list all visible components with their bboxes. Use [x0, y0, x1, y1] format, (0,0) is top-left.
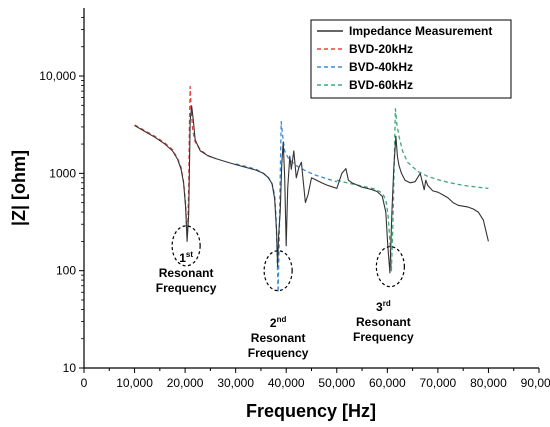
x-tick-label: 70,000 [420, 376, 457, 390]
x-tick-label: 40,000 [268, 376, 305, 390]
legend-label-bvd-20khz: BVD-20kHz [349, 42, 413, 56]
y-tick-label: 10 [63, 361, 77, 375]
resonance-ellipse-second [263, 250, 293, 292]
resonance-ellipse-third [375, 246, 405, 288]
resonance-label-ordinal-third: 3rd [376, 299, 391, 314]
series-layer [134, 85, 489, 293]
resonance-label-line2-first: Resonant [159, 266, 214, 280]
x-axis-title: Frequency [Hz] [246, 401, 376, 421]
legend: Impedance Measurement BVD-20kHz BVD-40kHz B… [310, 19, 512, 99]
x-tick-label: 0 [81, 376, 88, 390]
x-tick-label: 10,000 [116, 376, 153, 390]
resonance-label-line2-second: Resonant [251, 331, 306, 345]
series-line-bvd-40khz [235, 120, 337, 293]
x-tick-label: 90,000 [521, 376, 550, 390]
x-tick-label: 20,000 [167, 376, 204, 390]
x-tick-label: 30,000 [217, 376, 254, 390]
resonance-annotations: 1stResonantFrequency2ndResonantFrequency… [156, 225, 414, 360]
legend-label-impedance-measurement: Impedance Measurement [349, 24, 492, 38]
y-tick-label: 1000 [49, 166, 76, 180]
x-tick-label: 60,000 [369, 376, 406, 390]
legend-label-bvd-40khz: BVD-40kHz [349, 60, 413, 74]
legend-box [310, 19, 512, 99]
series-line-impedance-measurement [134, 105, 489, 274]
legend-label-bvd-60khz: BVD-60kHz [349, 78, 413, 92]
resonance-label-line3-second: Frequency [248, 346, 309, 360]
y-tick-label: 10,000 [39, 69, 76, 83]
resonance-label-line3-first: Frequency [156, 281, 217, 295]
x-tick-label: 50,000 [318, 376, 355, 390]
resonance-label-line3-third: Frequency [353, 330, 414, 344]
x-axis-ticks: 0 10,000 20,000 30,000 40,000 50,000 60,000 70,… [81, 368, 550, 390]
y-tick-label: 100 [56, 264, 76, 278]
x-tick-label: 80,000 [470, 376, 507, 390]
resonance-label-line2-third: Resonant [356, 315, 411, 329]
resonance-label-ordinal-first: 1st [179, 250, 193, 265]
resonance-ellipse-first [171, 225, 201, 267]
y-axis-title: |Z| [ohm] [9, 150, 29, 226]
series-line-bvd-20khz [134, 85, 216, 233]
resonance-label-ordinal-second: 2nd [270, 315, 287, 330]
series-line-bvd-60khz [336, 108, 489, 272]
y-axis-ticks: 10 100 1000 10,000 [39, 17, 84, 375]
